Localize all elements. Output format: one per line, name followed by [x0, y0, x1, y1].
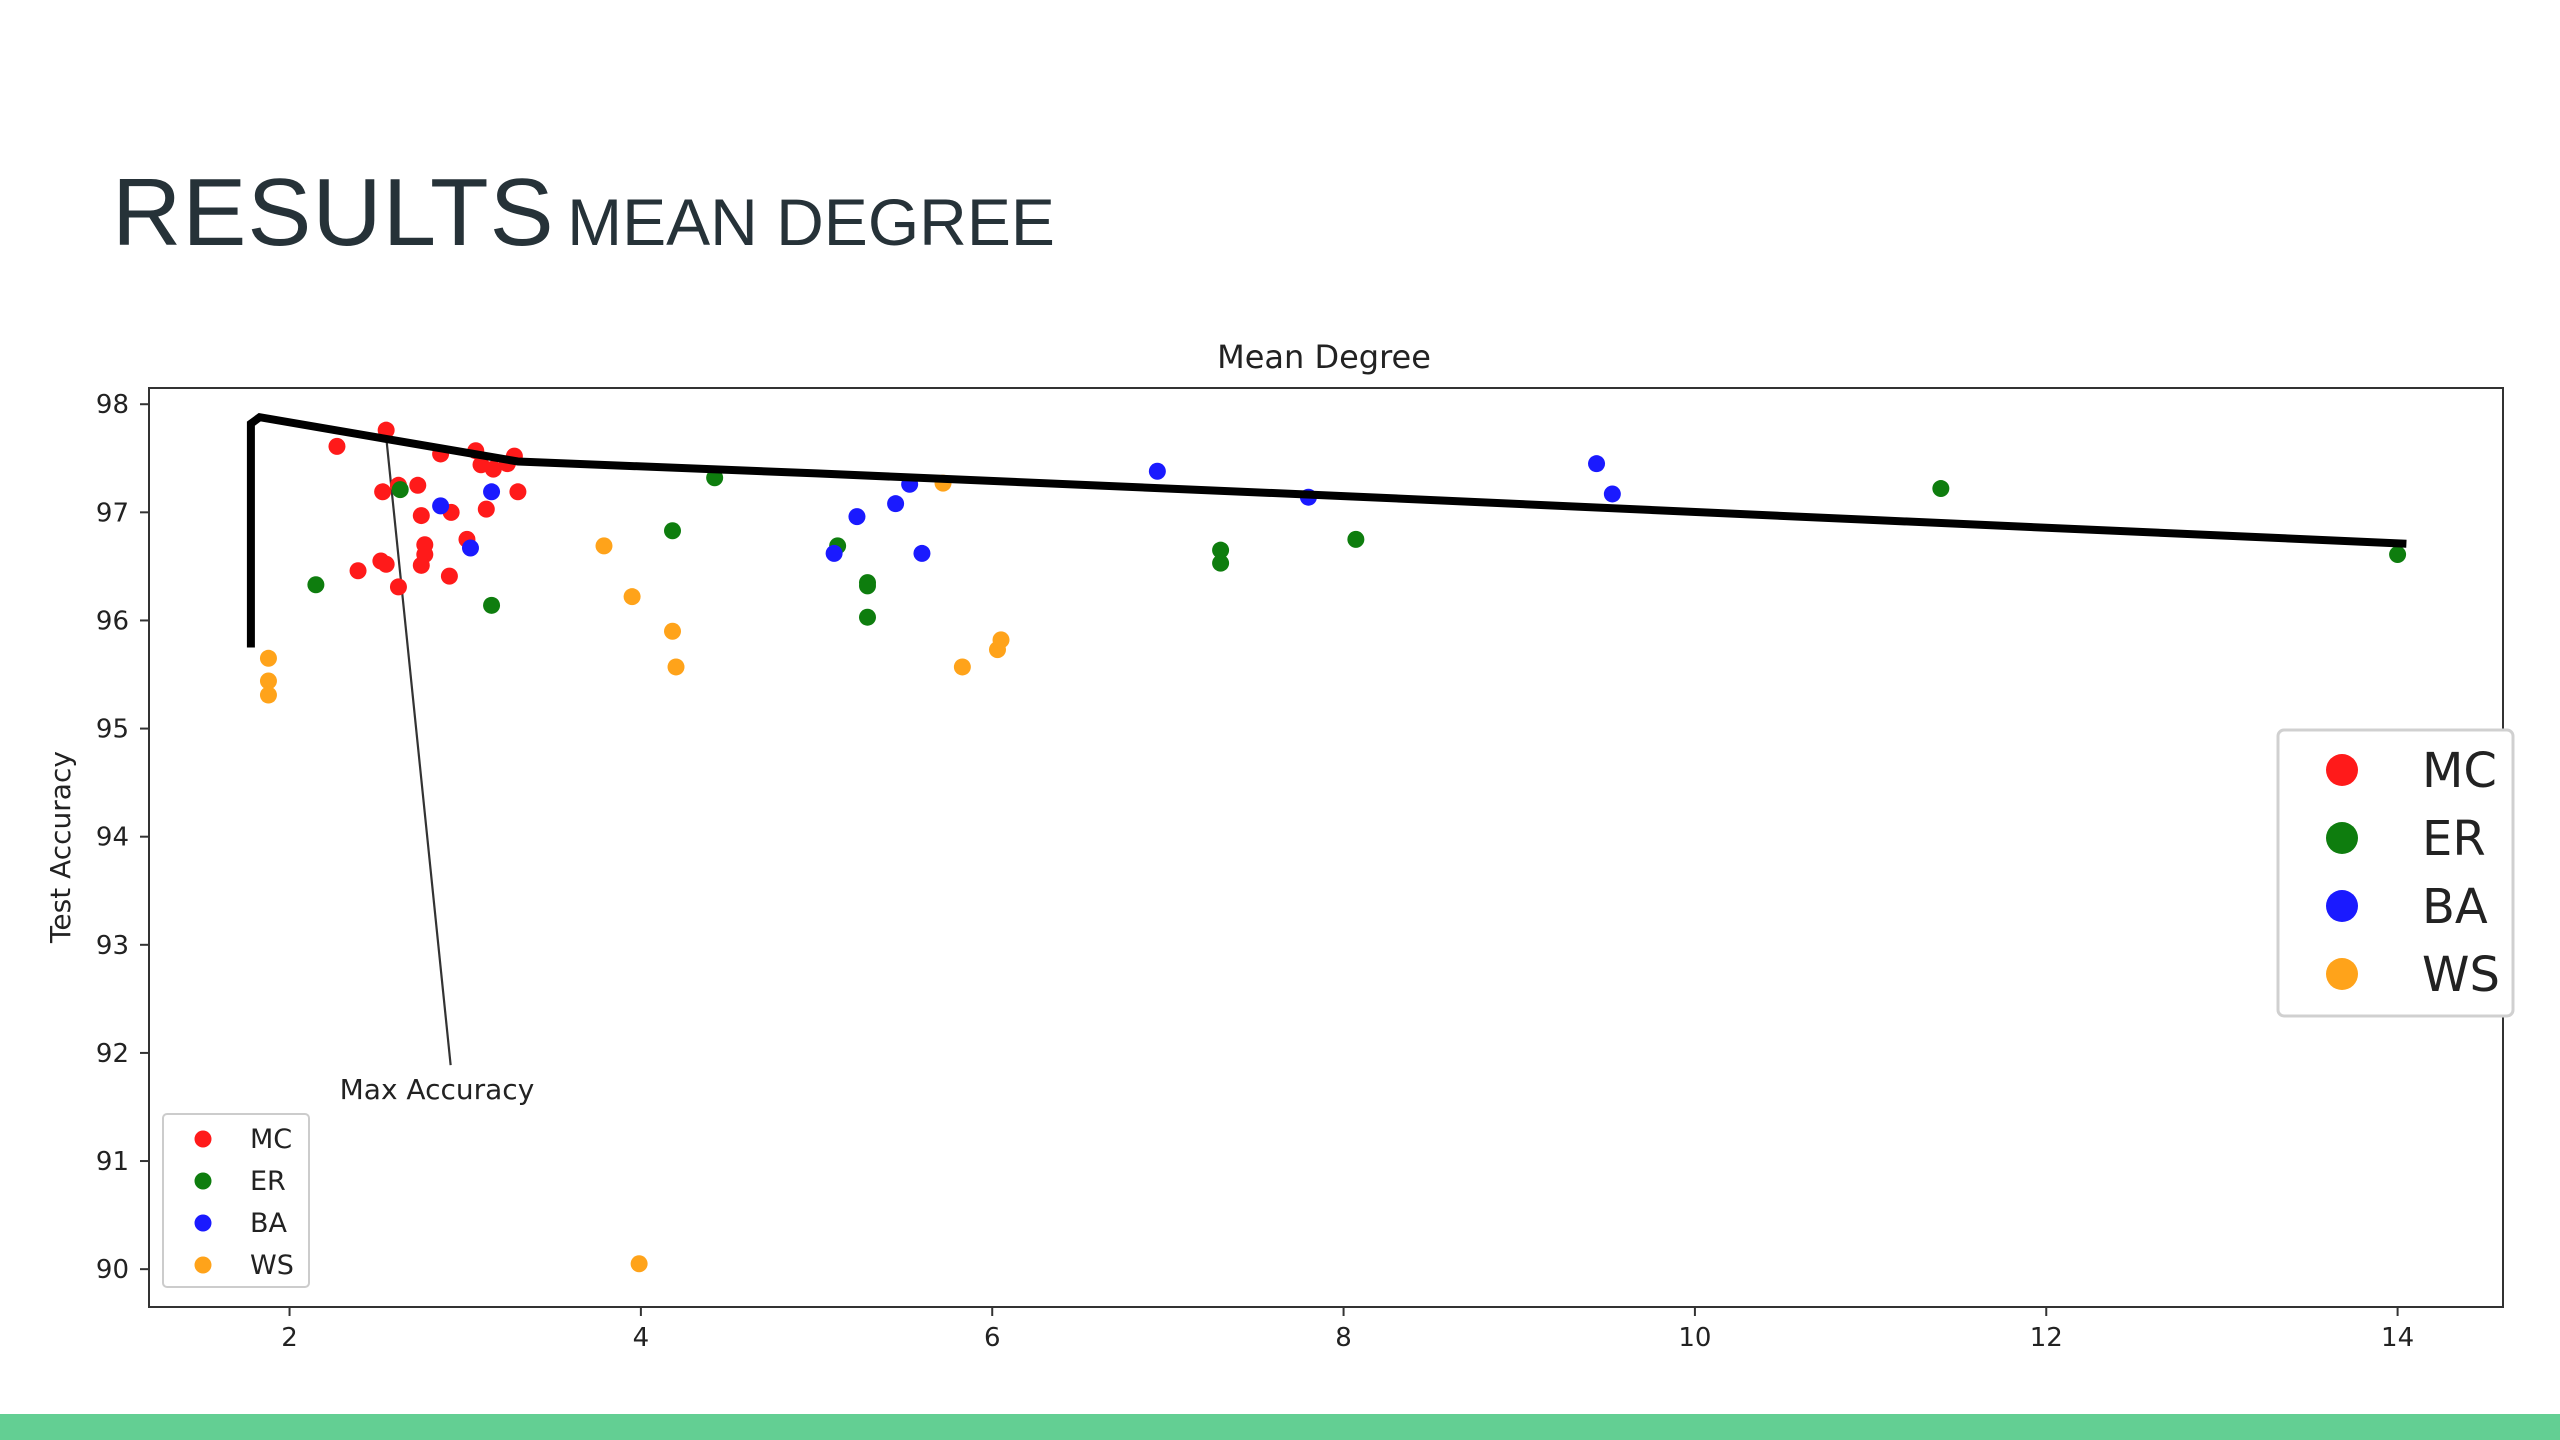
data-point-ba	[1603, 485, 1621, 503]
x-axis: 2 4 6 8 10 12 14	[281, 1307, 2414, 1353]
data-point-mc	[412, 507, 430, 525]
data-point-er	[2389, 546, 2407, 564]
y-tick-label: 98	[96, 390, 129, 420]
y-tick-label: 91	[96, 1147, 129, 1177]
annotation-arrow	[385, 436, 452, 1066]
data-point-ba	[461, 539, 479, 557]
data-point-ws	[623, 588, 641, 606]
annotation-label: Max Accuracy	[340, 1073, 535, 1106]
data-point-er	[664, 522, 682, 540]
slide-title-main: RESULTS	[112, 159, 555, 266]
data-point-ws	[953, 658, 971, 676]
data-point-mc	[409, 476, 427, 494]
data-point-mc	[374, 483, 392, 501]
legend-label-ws: WS	[250, 1250, 294, 1281]
legend-marker-ba	[194, 1214, 212, 1232]
data-point-mc	[349, 562, 367, 580]
data-point-ws	[664, 622, 682, 640]
y-tick-label: 97	[96, 498, 129, 528]
max-accuracy-frontier-line	[246, 412, 2407, 648]
y-tick-label: 93	[96, 931, 129, 961]
large-legend-label-ba: BA	[2422, 879, 2488, 935]
footer-accent-bar	[0, 1414, 2560, 1440]
data-point-er	[1212, 541, 1230, 559]
y-axis-label: Test Accuracy	[44, 751, 77, 944]
data-point-ws	[259, 686, 277, 704]
plot-frame	[148, 387, 2504, 1308]
data-point-mc	[389, 578, 407, 596]
x-tick-label: 12	[2030, 1323, 2063, 1353]
data-point-ws	[259, 649, 277, 667]
slide-title: RESULTS MEAN DEGREE	[112, 158, 1055, 268]
data-point-ba	[913, 544, 931, 562]
data-point-ws	[630, 1255, 648, 1273]
data-point-mc	[484, 460, 502, 478]
data-point-er	[1212, 554, 1230, 572]
large-legend-marker-er	[2326, 822, 2358, 854]
x-tick-label: 6	[984, 1323, 1001, 1353]
large-legend-marker-ws	[2326, 958, 2358, 990]
data-point-er	[391, 481, 409, 499]
y-tick-label: 95	[96, 715, 129, 745]
legend-marker-er	[194, 1172, 212, 1190]
legend-marker-ws	[194, 1256, 212, 1274]
x-tick-label: 2	[281, 1323, 298, 1353]
large-legend-label-mc: MC	[2422, 743, 2497, 799]
y-tick-label: 96	[96, 606, 129, 636]
data-point-ba	[483, 483, 501, 501]
legend-label-mc: MC	[250, 1124, 292, 1155]
data-point-mc	[477, 500, 495, 518]
data-point-er	[307, 576, 325, 594]
data-point-mc	[509, 483, 527, 501]
annotation-layer: Max Accuracy	[340, 436, 535, 1106]
large-legend-marker-mc	[2326, 754, 2358, 786]
data-point-er	[1932, 480, 1950, 498]
data-point-mc	[440, 567, 458, 585]
data-point-ba	[1148, 462, 1166, 480]
y-tick-label: 94	[96, 823, 129, 853]
data-point-ba	[1588, 455, 1606, 473]
data-point-ws	[595, 537, 613, 555]
large-legend-marker-ba	[2326, 890, 2358, 922]
data-point-mc	[328, 437, 346, 455]
legend-label-er: ER	[250, 1166, 286, 1197]
chart-title: Mean Degree	[1217, 338, 1431, 376]
data-point-er	[858, 608, 876, 626]
y-axis: 90 91 92 93 94 95 96 97 98	[96, 390, 149, 1285]
scatter-points	[259, 421, 2407, 1273]
data-point-ba	[825, 544, 843, 562]
x-tick-label: 8	[1335, 1323, 1352, 1353]
y-tick-label: 90	[96, 1255, 129, 1285]
large-legend-label-er: ER	[2422, 811, 2486, 867]
data-point-ws	[992, 631, 1010, 649]
data-point-er	[483, 596, 501, 614]
data-point-ws	[259, 672, 277, 690]
data-point-er	[858, 577, 876, 595]
legend-marker-mc	[194, 1130, 212, 1148]
x-tick-label: 14	[2381, 1323, 2414, 1353]
slide-title-subtitle: MEAN DEGREE	[567, 185, 1055, 259]
x-tick-label: 10	[1678, 1323, 1711, 1353]
data-point-mc	[377, 555, 395, 573]
legend-large-box	[2276, 728, 2515, 1018]
data-point-ws	[667, 658, 685, 676]
legend-small: MC ER BA WS	[162, 1113, 310, 1288]
y-tick-label: 92	[96, 1039, 129, 1069]
x-tick-label: 4	[633, 1323, 650, 1353]
legend-large: MC ER BA WS	[2276, 728, 2515, 1018]
data-point-ba	[887, 495, 905, 513]
legend-small-box	[162, 1113, 310, 1288]
frontier-layer	[246, 412, 2407, 648]
data-point-ba	[848, 508, 866, 526]
data-point-mc	[412, 556, 430, 574]
legend-label-ba: BA	[250, 1208, 288, 1239]
large-legend-label-ws: WS	[2422, 947, 2500, 1003]
data-point-er	[1347, 530, 1365, 548]
data-point-ba	[432, 497, 450, 515]
